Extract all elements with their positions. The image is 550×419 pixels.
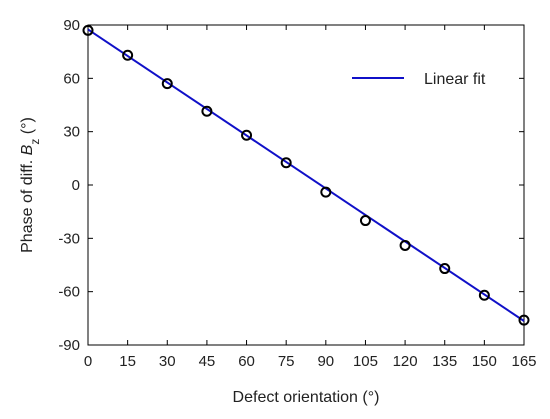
x-tick-label: 90 — [317, 353, 334, 370]
legend-label: Linear fit — [424, 71, 486, 88]
axis-ticks — [87, 24, 525, 346]
y-tick-label: 60 — [63, 70, 80, 87]
y-tick-label: 90 — [63, 17, 80, 34]
x-axis-label: Defect orientation (°) — [233, 389, 380, 406]
x-tick-label: 30 — [159, 353, 176, 370]
y-tick-label: 30 — [63, 124, 80, 141]
data-point-marker — [439, 263, 451, 275]
x-tick-label: 105 — [353, 353, 378, 370]
axis-tick-labels: 0 15 30 45 60 75 90 105 120 135 150 165 90 60 30 0 -30 -6… — [58, 17, 536, 370]
data-point-marker — [161, 78, 173, 90]
x-tick-label: 135 — [432, 353, 457, 370]
y-axis-label-sub: z — [28, 139, 42, 145]
y-tick-label: -60 — [58, 284, 80, 301]
legend: Linear fit — [352, 71, 486, 88]
data-point-marker — [399, 239, 411, 251]
x-tick-label: 165 — [511, 353, 536, 370]
data-point-marker — [359, 215, 371, 227]
data-point-marker — [478, 289, 490, 301]
data-point-marker — [241, 129, 253, 141]
x-tick-label: 150 — [472, 353, 497, 370]
x-tick-label: 0 — [84, 353, 92, 370]
data-point-marker — [280, 157, 292, 169]
x-tick-label: 60 — [238, 353, 255, 370]
y-axis-label-var: B — [19, 144, 36, 155]
y-axis-label-suffix: (°) — [19, 117, 36, 139]
data-point-marker — [122, 49, 134, 61]
series-layer — [82, 24, 530, 326]
y-tick-label: -90 — [58, 337, 80, 354]
y-axis-label-prefix: Phase of diff. — [19, 155, 36, 253]
data-point-marker — [201, 105, 213, 117]
data-point-marker — [518, 314, 530, 326]
linear-fit-line — [87, 28, 525, 322]
y-tick-label: 0 — [72, 177, 80, 194]
data-point-marker — [82, 24, 94, 36]
x-tick-label: 120 — [393, 353, 418, 370]
y-axis-label: Phase of diff. Bz (°) — [19, 117, 42, 253]
x-tick-label: 15 — [119, 353, 136, 370]
x-tick-label: 75 — [278, 353, 295, 370]
x-tick-label: 45 — [199, 353, 216, 370]
data-point-marker — [320, 186, 332, 198]
y-tick-label: -30 — [58, 230, 80, 247]
